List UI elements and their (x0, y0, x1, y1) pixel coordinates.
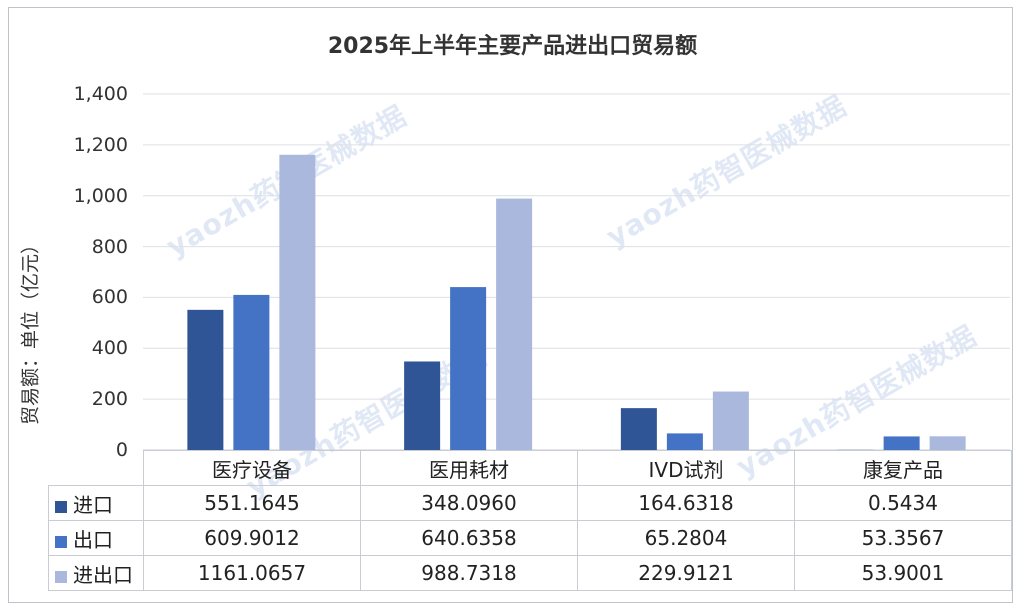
series-name: 进口 (73, 492, 113, 517)
data-table: 医疗设备 医用耗材 IVD试剂 康复产品 进口 551.1645 348.096… (48, 450, 1012, 591)
legend-swatch (55, 570, 67, 583)
data-label: 1161.0657 (143, 555, 361, 591)
bar (666, 433, 703, 450)
legend-swatch (55, 535, 67, 548)
y-tick-label: 400 (91, 337, 128, 360)
data-label: 609.9012 (143, 520, 361, 556)
table-row-total: 进出口 1161.0657 988.7318 229.9121 53.9001 (48, 555, 1012, 591)
y-tick-label: 200 (91, 388, 128, 411)
bar (187, 309, 224, 450)
bar (496, 198, 533, 450)
series-name: 进出口 (73, 562, 133, 587)
bar (929, 436, 966, 450)
category-label: 医疗设备 (143, 450, 361, 486)
data-label: 53.9001 (794, 555, 1012, 591)
legend-entry-import: 进口 (48, 485, 144, 521)
legend-entry-export: 出口 (48, 520, 144, 556)
data-label: 229.9121 (577, 555, 795, 591)
legend-entry-total: 进出口 (48, 555, 144, 591)
data-label: 348.0960 (360, 485, 578, 521)
bar (233, 294, 270, 450)
category-label: IVD试剂 (577, 450, 795, 486)
data-label: 53.3567 (794, 520, 1012, 556)
legend-swatch (55, 500, 67, 513)
bar-chart-plot (143, 93, 1010, 451)
category-header-row: 医疗设备 医用耗材 IVD试剂 康复产品 (48, 450, 1012, 486)
table-row-export: 出口 609.9012 640.6358 65.2804 53.3567 (48, 520, 1012, 556)
data-label: 988.7318 (360, 555, 578, 591)
y-tick-label: 1,200 (73, 133, 128, 156)
bar (279, 154, 316, 451)
table-corner (48, 450, 144, 486)
category-label: 医用耗材 (360, 450, 578, 486)
data-label: 164.6318 (577, 485, 795, 521)
series-name: 出口 (73, 527, 113, 552)
table-row-import: 进口 551.1645 348.0960 164.6318 0.5434 (48, 485, 1012, 521)
data-label: 640.6358 (360, 520, 578, 556)
bar (404, 361, 441, 450)
bar (712, 391, 749, 450)
y-tick-label: 600 (91, 286, 128, 309)
y-tick-label: 1,400 (73, 83, 128, 105)
category-label: 康复产品 (794, 450, 1012, 486)
bar (450, 287, 487, 450)
data-label: 551.1645 (143, 485, 361, 521)
bar (620, 408, 657, 450)
data-label: 0.5434 (794, 485, 1012, 521)
y-tick-label: 1,000 (73, 184, 128, 207)
data-label: 65.2804 (577, 520, 795, 556)
chart-title: 2025年上半年主要产品进出口贸易额 (327, 34, 698, 59)
bar (883, 436, 920, 450)
y-tick-label: 800 (91, 235, 128, 258)
